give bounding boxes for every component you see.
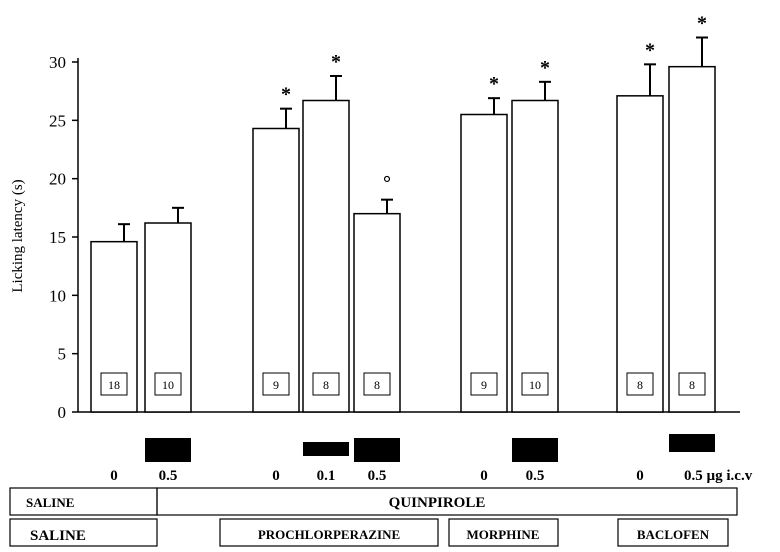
significance-marker: * [331, 51, 341, 73]
significance-marker: * [645, 39, 655, 61]
treatment-block [303, 442, 349, 456]
n-label: 10 [529, 378, 541, 392]
n-label: 8 [637, 378, 643, 392]
bar [668, 65, 716, 413]
dose-label: 0 [636, 468, 644, 484]
treatment-block [512, 438, 558, 462]
bar [460, 113, 508, 413]
n-label: 8 [323, 378, 329, 392]
significance-marker: * [281, 84, 291, 106]
n-label: 9 [481, 378, 487, 392]
treatment-block [354, 438, 400, 462]
n-label: 10 [162, 378, 174, 392]
y-tick-label: 15 [49, 228, 66, 247]
treatment-block [669, 434, 715, 452]
prochlorperazine-box [219, 518, 439, 547]
dose-label: 0 [110, 468, 118, 484]
bar [511, 99, 559, 413]
bar [616, 95, 664, 413]
y-tick-label: 25 [49, 111, 66, 130]
saline-label-top: SALINE [26, 495, 74, 510]
quinpirole-box [156, 487, 738, 516]
n-label: 9 [273, 378, 279, 392]
n-box [363, 372, 391, 396]
n-box [521, 372, 549, 396]
baclofen-box [617, 518, 729, 547]
n-label: 18 [108, 378, 120, 392]
dose-label: 0.1 [317, 468, 336, 484]
morphine-box [448, 518, 559, 547]
morphine-label: MORPHINE [467, 527, 540, 542]
chart-marks: 0 5 10 15 20 25 30 18 0 10 0.5 9 * 0 8 * 0.1 8 ° 0.5 9 * 0 10 * 0… [49, 13, 753, 485]
dose-label: 0.5 [159, 468, 178, 484]
n-box [626, 372, 654, 396]
treatment-block [145, 438, 191, 462]
n-label: 8 [689, 378, 695, 392]
n-label: 8 [374, 378, 380, 392]
bar [252, 127, 300, 413]
significance-marker: * [697, 13, 707, 35]
significance-marker: * [540, 57, 550, 79]
saline-box-bottom [9, 518, 158, 547]
baclofen-label: BACLOFEN [637, 527, 710, 542]
dose-label: 0 [480, 468, 488, 484]
y-axis-label: Licking latency (s) [10, 179, 26, 292]
y-tick-label: 5 [58, 345, 67, 364]
n-box [678, 372, 706, 396]
y-tick-label: 10 [49, 286, 66, 305]
dose-label: 0.5 [526, 468, 545, 484]
saline-label-bottom: SALINE [30, 528, 86, 544]
n-box [470, 372, 498, 396]
dose-label: 0.5 µg i.c.v [684, 468, 753, 484]
dose-label: 0.5 [368, 468, 387, 484]
dose-label: 0 [272, 468, 280, 484]
y-tick-label: 20 [49, 170, 66, 189]
significance-marker: * [489, 73, 499, 95]
n-box [154, 372, 182, 396]
prochlorperazine-label: PROCHLORPERAZINE [258, 527, 400, 542]
n-box [100, 372, 128, 396]
y-tick-label: 0 [58, 403, 67, 422]
n-box [312, 372, 340, 396]
y-tick-label: 30 [49, 53, 66, 72]
bar [302, 99, 350, 413]
quinpirole-label: QUINPIROLE [389, 495, 486, 511]
n-box [262, 372, 290, 396]
significance-marker: ° [383, 173, 391, 195]
